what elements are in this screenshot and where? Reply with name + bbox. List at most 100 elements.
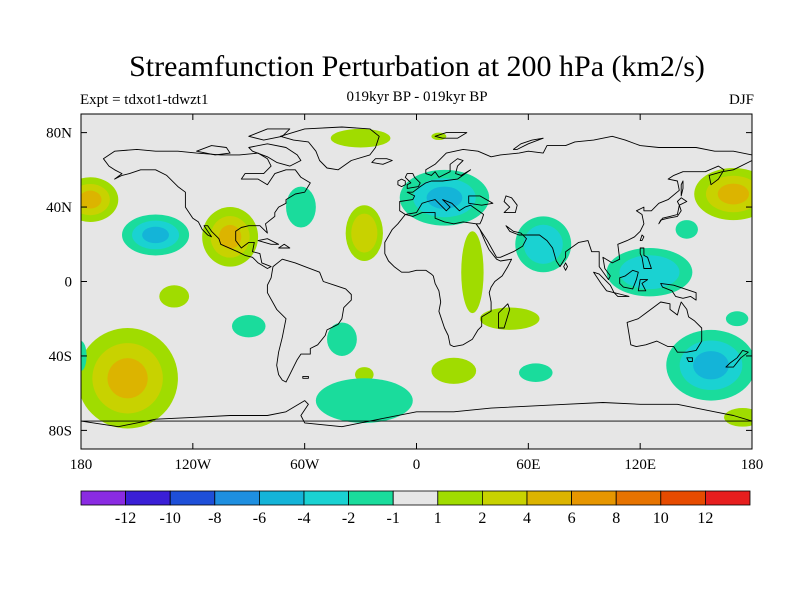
coast-black-sea — [468, 195, 494, 206]
field-level — [461, 231, 484, 314]
colorbar-label: -12 — [115, 510, 136, 527]
lat-tick-label: 40N — [46, 200, 72, 216]
coast-ireland — [397, 178, 406, 188]
field-europe-negative — [399, 169, 490, 226]
colorbar-swatch — [392, 490, 439, 506]
lon-tick-label: 60W — [290, 457, 320, 473]
coast-svalbard — [434, 132, 468, 139]
colorbar-label: -4 — [297, 510, 310, 527]
field-maritime-continent-negative — [606, 248, 693, 297]
coastlines — [81, 126, 752, 428]
lon-tick-label: 120W — [174, 457, 212, 473]
colorbar-swatch — [481, 490, 528, 506]
colorbar-swatch — [571, 490, 617, 506]
field-indian-south-negative — [519, 363, 553, 383]
coast-japan — [658, 197, 688, 225]
field-level — [286, 186, 316, 228]
colorbar-swatch — [125, 490, 171, 506]
colorbar: -12 -10 -8 -6 -4 -2 -1 1 2 4 6 8 10 12 — [80, 490, 751, 527]
field-s-pacific-negative — [231, 315, 266, 338]
coast-sulawesi — [637, 279, 649, 292]
field-africa-band-positive — [461, 231, 484, 314]
contour-fields — [81, 128, 752, 429]
field-level — [107, 358, 148, 399]
field-antarctic-edge-positive — [724, 408, 752, 427]
map-axes: 80N 40N 0 40S 80S 180 120W 60W 0 60E 120E 180 — [46, 114, 763, 473]
field-mexico-positive — [202, 207, 259, 267]
coast-sakhalin — [680, 180, 684, 197]
field-level — [330, 128, 391, 148]
colorbar-label: -10 — [160, 510, 181, 527]
coast-new-guinea — [660, 282, 697, 301]
lon-tick-label: 0 — [413, 457, 421, 473]
coast-ellesmere-island — [248, 128, 291, 141]
coast-iceland — [371, 158, 393, 165]
coast-antarctica — [81, 400, 752, 428]
colorbar-swatch — [615, 490, 662, 506]
coast-taiwan — [639, 234, 645, 242]
field-mid-atlantic-positive — [345, 205, 383, 262]
coast-hispaniola — [278, 243, 291, 249]
field-nz-negative — [666, 329, 752, 401]
field-level — [523, 224, 563, 264]
coast-philippines — [639, 247, 652, 269]
colorbar-label: 2 — [478, 510, 486, 527]
field-s-atlantic-negative — [327, 322, 357, 356]
coast-madagascar — [498, 303, 511, 329]
field-level — [479, 307, 540, 330]
coast-greenland — [279, 126, 380, 171]
season-label: DJF — [728, 92, 754, 108]
field-tasman-small-negative — [725, 311, 749, 327]
coast-south-america — [266, 258, 352, 383]
lat-tick-label: 40S — [49, 349, 72, 365]
coast-sri-lanka — [563, 262, 568, 271]
coast-uk — [404, 173, 421, 189]
colorbar-swatch — [526, 490, 572, 506]
field-level — [327, 322, 357, 356]
colorbar-label: 10 — [653, 510, 669, 527]
field-nw-pacific-positive — [81, 177, 119, 222]
field-indian-south-positive — [431, 357, 477, 384]
colorbar-swatch — [348, 490, 394, 506]
field-level — [159, 285, 190, 308]
coast-new-zealand — [725, 349, 749, 368]
coast-africa — [384, 212, 513, 348]
coast-australia — [626, 301, 703, 353]
colorbar-swatch — [258, 490, 305, 506]
lon-tick-label: 120E — [624, 457, 656, 473]
field-arabia-india-negative — [515, 216, 572, 273]
field-level — [354, 367, 374, 382]
lon-tick-label: 180 — [70, 457, 93, 473]
lon-tick-label: 180 — [741, 457, 764, 473]
colorbar-label: -8 — [208, 510, 221, 527]
colorbar-swatch — [169, 490, 216, 506]
coast-baffin-island — [248, 143, 302, 167]
field-level — [431, 357, 477, 384]
lat-tick-label: 80N — [46, 126, 72, 142]
experiment-label: Expt = tdxot1-tdwzt1 — [80, 92, 209, 108]
field-s-pacific-positive — [81, 328, 178, 429]
field-level — [717, 183, 750, 205]
field-level — [693, 351, 729, 380]
field-indian-ocean-positive — [479, 307, 540, 330]
colorbar-label: -2 — [342, 510, 355, 527]
colorbar-label: 1 — [434, 510, 442, 527]
field-south-ocean-negative — [315, 378, 413, 423]
lat-tick-label: 0 — [65, 275, 73, 291]
field-level — [81, 190, 102, 209]
field-level — [675, 220, 698, 239]
coast-borneo — [619, 269, 639, 290]
field-level — [315, 378, 413, 423]
field-level — [142, 226, 169, 244]
coast-north-america — [102, 148, 311, 269]
coast-java — [613, 292, 630, 297]
page-title: Streamfunction Perturbation at 200 hPa (… — [129, 50, 705, 83]
colorbar-label: 4 — [523, 510, 531, 527]
colorbar-swatch — [214, 490, 260, 506]
colorbar-swatch — [303, 490, 349, 506]
lon-tick-label: 60E — [516, 457, 540, 473]
coast-falklands — [302, 375, 309, 379]
subtitle-center: 019kyr BP - 019kyr BP — [346, 89, 488, 105]
field-level — [619, 255, 680, 290]
field-level — [519, 363, 553, 383]
